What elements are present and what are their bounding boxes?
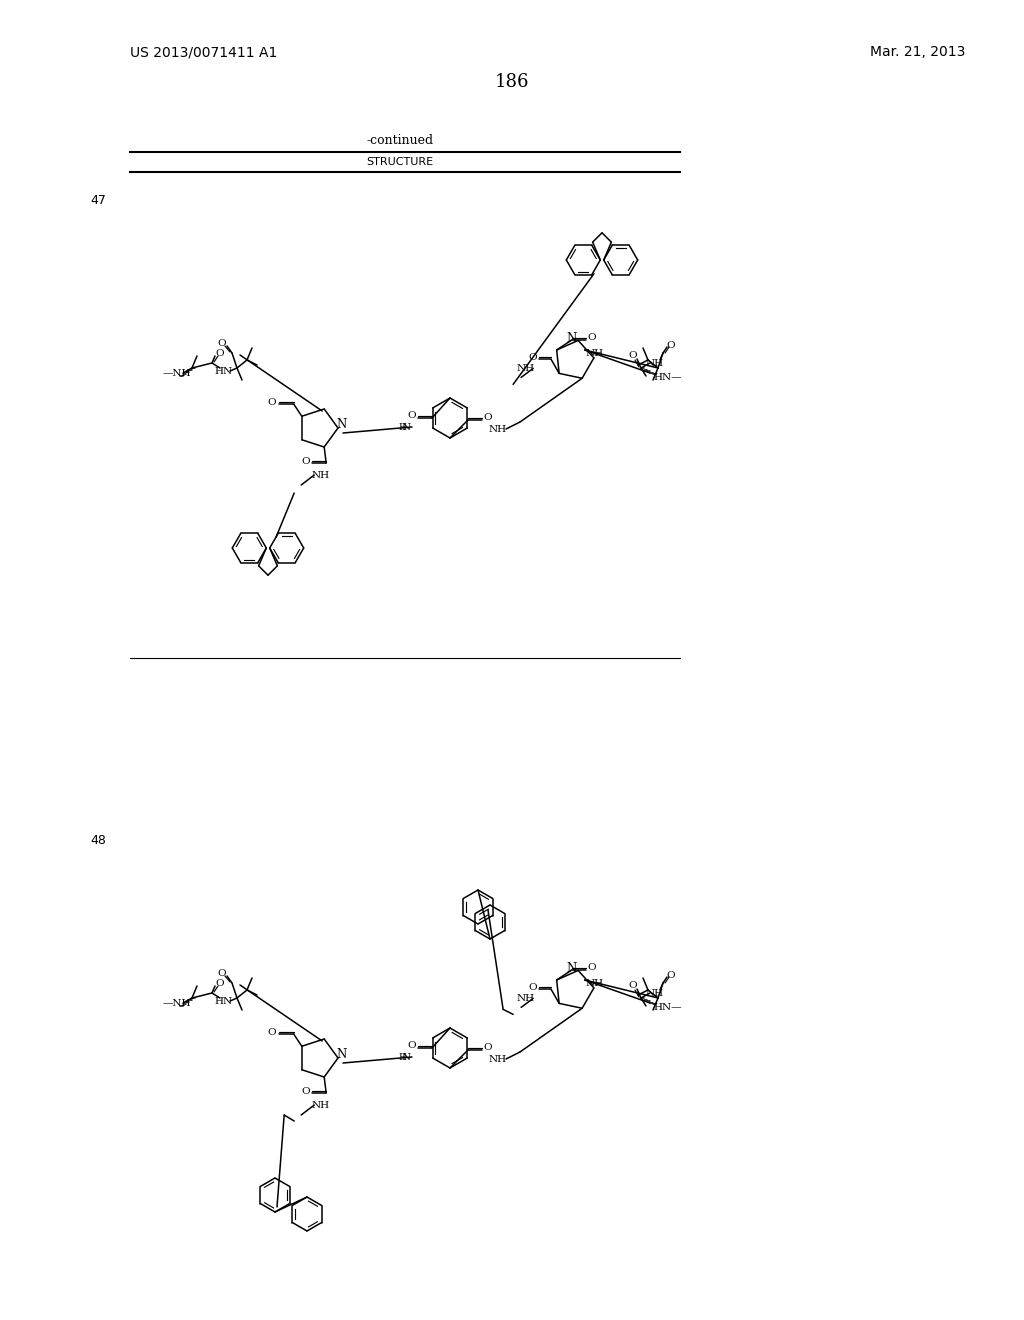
Text: NH: NH: [516, 994, 535, 1003]
Text: -continued: -continued: [367, 133, 433, 147]
Text: O: O: [408, 1041, 417, 1051]
Text: H: H: [398, 422, 406, 432]
Text: HN: HN: [215, 367, 233, 375]
Text: O: O: [629, 982, 637, 990]
Text: —NH: —NH: [163, 368, 191, 378]
Text: O: O: [588, 334, 596, 342]
Text: NH: NH: [488, 425, 507, 433]
Text: O: O: [528, 983, 538, 991]
Text: O: O: [528, 352, 538, 362]
Text: HN—: HN—: [653, 374, 682, 383]
Text: 186: 186: [495, 73, 529, 91]
Text: NH: NH: [586, 348, 604, 358]
Text: O: O: [483, 413, 493, 422]
Text: N: N: [567, 331, 578, 345]
Text: O: O: [302, 457, 310, 466]
Text: HN: HN: [215, 997, 233, 1006]
Text: —NH: —NH: [163, 998, 191, 1007]
Text: N: N: [401, 422, 411, 432]
Text: 47: 47: [90, 194, 105, 206]
Text: 48: 48: [90, 833, 105, 846]
Text: N: N: [337, 418, 347, 432]
Text: N: N: [567, 961, 578, 974]
Text: O: O: [267, 397, 276, 407]
Text: O: O: [302, 1086, 310, 1096]
Text: HN—: HN—: [653, 1003, 682, 1012]
Text: O: O: [408, 412, 417, 421]
Text: O: O: [218, 338, 226, 347]
Text: O: O: [483, 1044, 493, 1052]
Text: STRUCTURE: STRUCTURE: [367, 157, 433, 168]
Text: Mar. 21, 2013: Mar. 21, 2013: [870, 45, 966, 59]
Text: O: O: [216, 348, 224, 358]
Text: NH: NH: [646, 359, 664, 367]
Text: H: H: [398, 1052, 406, 1061]
Text: O: O: [588, 964, 596, 973]
Text: O: O: [218, 969, 226, 978]
Text: O: O: [667, 970, 675, 979]
Text: NH: NH: [311, 470, 330, 479]
Text: NH: NH: [516, 364, 535, 372]
Text: N: N: [337, 1048, 347, 1061]
Text: N: N: [401, 1052, 411, 1061]
Text: NH: NH: [311, 1101, 330, 1110]
Text: O: O: [667, 341, 675, 350]
Text: NH: NH: [488, 1055, 507, 1064]
Text: NH: NH: [646, 989, 664, 998]
Text: US 2013/0071411 A1: US 2013/0071411 A1: [130, 45, 278, 59]
Text: NH: NH: [586, 978, 604, 987]
Text: O: O: [267, 1028, 276, 1036]
Text: O: O: [629, 351, 637, 360]
Text: O: O: [216, 978, 224, 987]
